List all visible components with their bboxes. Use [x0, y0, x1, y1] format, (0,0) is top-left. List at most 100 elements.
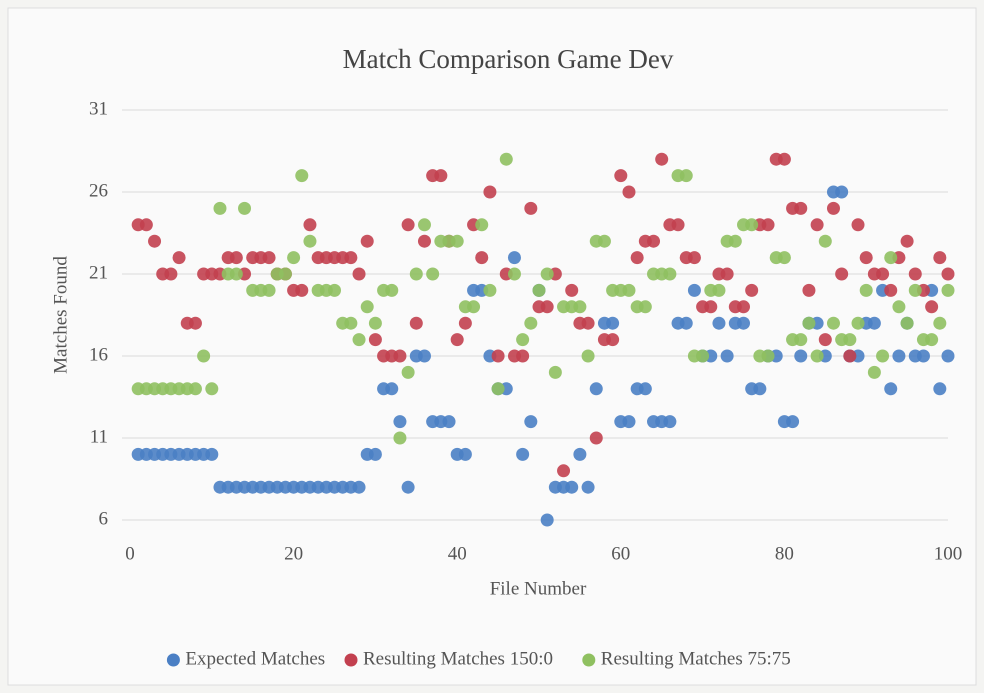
data-point [188, 382, 202, 396]
data-point [360, 300, 374, 314]
data-point [933, 316, 947, 330]
data-point [426, 267, 440, 281]
data-point [516, 447, 530, 461]
data-point [507, 267, 521, 281]
data-point [696, 349, 710, 363]
data-point [557, 464, 571, 478]
data-point [794, 201, 808, 215]
data-point [884, 283, 898, 297]
data-point [663, 267, 677, 281]
data-point [540, 300, 554, 314]
data-point [777, 251, 791, 265]
data-point [417, 349, 431, 363]
data-point [401, 218, 415, 232]
data-point [499, 152, 513, 166]
data-point [794, 349, 808, 363]
data-point [344, 251, 358, 265]
data-point [581, 316, 595, 330]
legend-label: Expected Matches [185, 648, 325, 669]
data-point [540, 513, 554, 527]
data-point [507, 251, 521, 265]
data-point [638, 382, 652, 396]
data-point [810, 349, 824, 363]
data-point [442, 415, 456, 429]
data-point [908, 283, 922, 297]
data-point [491, 382, 505, 396]
data-point [540, 267, 554, 281]
data-point [761, 349, 775, 363]
legend-label: Resulting Matches 150:0 [363, 648, 553, 669]
data-point [647, 234, 661, 248]
data-point [737, 300, 750, 314]
data-point [139, 218, 153, 232]
data-point [900, 234, 914, 248]
data-point [786, 415, 800, 429]
data-point [229, 267, 243, 281]
data-point [287, 251, 301, 265]
data-point [720, 349, 734, 363]
data-point [417, 234, 431, 248]
x-tick-label: 0 [125, 543, 135, 564]
data-point [859, 283, 873, 297]
data-point [818, 333, 832, 347]
data-point [516, 333, 530, 347]
data-point [262, 251, 276, 265]
legend-marker [166, 653, 180, 667]
data-point [164, 267, 178, 281]
data-point [303, 218, 317, 232]
data-point [565, 283, 579, 297]
data-point [941, 283, 955, 297]
data-point [295, 169, 309, 183]
data-point [213, 201, 227, 215]
y-tick-label: 6 [99, 508, 109, 529]
data-point [368, 316, 382, 330]
y-tick-label: 31 [89, 98, 108, 119]
data-point [777, 152, 791, 166]
legend-marker [582, 653, 596, 667]
data-point [417, 218, 431, 232]
data-point [238, 201, 252, 215]
data-point [589, 382, 603, 396]
data-point [491, 349, 505, 363]
data-point [908, 267, 922, 281]
data-point [197, 349, 211, 363]
data-point [933, 382, 947, 396]
data-point [671, 218, 685, 232]
data-point [483, 185, 497, 199]
data-point [328, 283, 341, 297]
data-point [458, 447, 472, 461]
data-point [802, 283, 816, 297]
data-point [409, 267, 423, 281]
data-point [368, 447, 382, 461]
data-point [745, 283, 759, 297]
data-point [925, 333, 939, 347]
data-point [826, 201, 840, 215]
y-axis-label: Matches Found [50, 256, 71, 374]
data-point [753, 382, 767, 396]
data-point [843, 349, 857, 363]
data-point [867, 365, 881, 379]
x-tick-label: 80 [775, 543, 794, 564]
data-point [638, 300, 652, 314]
data-point [835, 185, 849, 199]
data-point [851, 316, 865, 330]
data-point [802, 316, 816, 330]
data-point [622, 415, 636, 429]
data-point [393, 415, 407, 429]
data-point [344, 316, 358, 330]
data-point [876, 349, 890, 363]
data-point [916, 349, 930, 363]
data-point [737, 316, 750, 330]
data-point [876, 267, 890, 281]
data-point [475, 251, 489, 265]
data-point [687, 251, 701, 265]
data-point [745, 218, 759, 232]
data-point [843, 333, 857, 347]
y-tick-label: 26 [89, 180, 108, 201]
data-point [360, 234, 374, 248]
x-tick-label: 20 [284, 543, 303, 564]
data-point [393, 431, 407, 445]
data-point [573, 300, 587, 314]
